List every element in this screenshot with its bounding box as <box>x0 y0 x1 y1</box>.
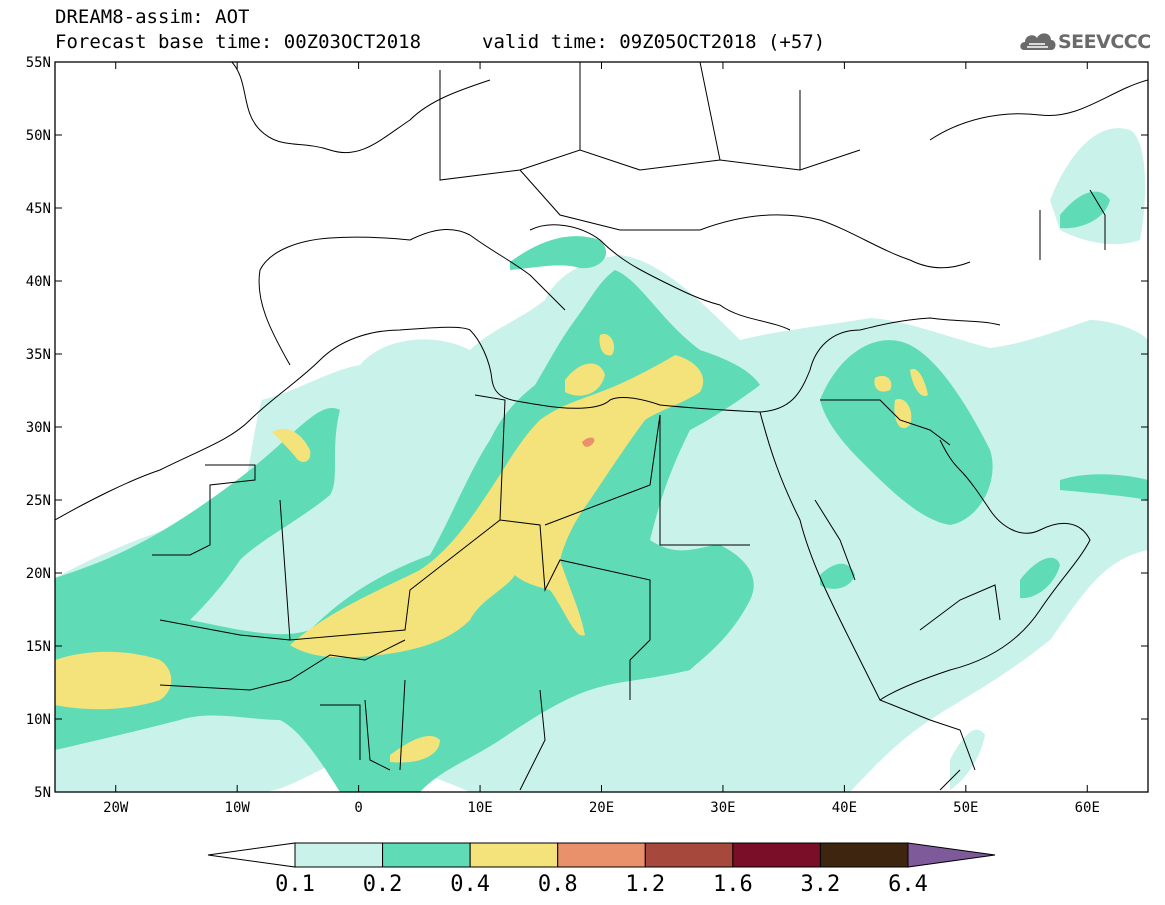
legend-swatch <box>732 842 821 868</box>
lon-label: 50E <box>953 800 978 816</box>
legend-swatch <box>819 842 909 868</box>
seevccc-logo: SEEVCCC <box>1018 26 1158 56</box>
lon-label: 30E <box>710 800 735 816</box>
lat-label: 10N <box>26 712 51 728</box>
valid-time: valid time: 09Z05OCT2018 (+57) <box>482 31 826 53</box>
lat-label: 55N <box>26 55 51 71</box>
legend-threshold-label: 0.2 <box>363 872 403 897</box>
lat-label: 5N <box>34 785 51 801</box>
lat-label: 35N <box>26 347 51 363</box>
legend-under-triangle <box>207 842 296 868</box>
map-title: DREAM8-assim: AOT <box>55 6 250 28</box>
lat-label: 20N <box>26 566 51 582</box>
latitude-axis: 55N 50N 45N 40N 35N 30N 25N 20N 15N 10N 5N <box>26 55 1148 801</box>
aot-contours <box>55 128 1148 792</box>
lat-label: 30N <box>26 420 51 436</box>
legend-threshold-label: 1.2 <box>625 872 665 897</box>
legend-threshold-label: 6.4 <box>888 872 928 897</box>
legend-over-triangle <box>907 842 996 868</box>
lat-label: 40N <box>26 274 51 290</box>
legend-threshold-label: 0.4 <box>450 872 490 897</box>
lon-label: 40E <box>832 800 857 816</box>
coastlines-borders <box>55 62 1148 791</box>
lon-label: 10E <box>467 800 492 816</box>
forecast-base-time: Forecast base time: 00Z03OCT2018 <box>55 31 422 53</box>
legend-swatch <box>644 842 734 868</box>
lat-label: 25N <box>26 493 51 509</box>
cloud-icon <box>1020 33 1056 50</box>
lon-label: 60E <box>1075 800 1100 816</box>
lat-label: 45N <box>26 201 51 217</box>
legend-swatch <box>557 842 646 868</box>
lon-label: 10W <box>225 800 251 816</box>
longitude-axis: 20W 10W 0 10E 20E 30E 40E 50E 60E <box>103 62 1100 816</box>
lon-label: 20E <box>589 800 614 816</box>
legend-threshold-label: 3.2 <box>801 872 841 897</box>
lat-label: 15N <box>26 639 51 655</box>
lon-label: 20W <box>103 800 129 816</box>
legend-threshold-label: 0.1 <box>275 872 315 897</box>
legend-swatch <box>294 842 384 868</box>
logo-text: SEEVCCC <box>1058 31 1151 53</box>
legend-swatch <box>382 842 471 868</box>
legend-threshold-label: 0.8 <box>538 872 578 897</box>
lat-label: 50N <box>26 128 51 144</box>
legend-threshold-label: 1.6 <box>713 872 753 897</box>
legend-swatch <box>469 842 559 868</box>
lon-label: 0 <box>354 800 362 816</box>
